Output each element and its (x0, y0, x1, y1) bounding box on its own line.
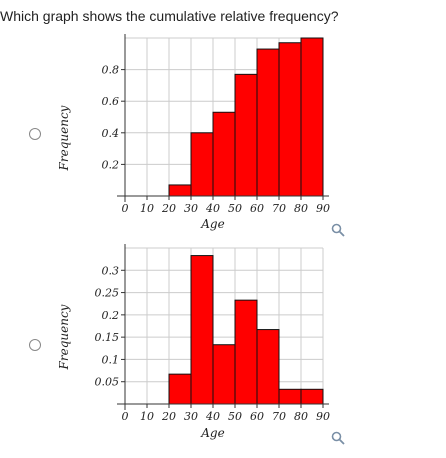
histogram-bar (190, 255, 214, 405)
zoom-icon-a[interactable] (331, 222, 345, 241)
x-tick-label: 90 (316, 202, 330, 215)
x-tick-label: 90 (316, 410, 330, 423)
cumulative-histogram-option-a: 0.2 0.4 0.6 0.8 0 10 20 30 40 50 60 70 80 90 Age Freque… (0, 30, 446, 240)
x-tick-label: 0 (122, 202, 129, 215)
y-tick-label: 0.8 (102, 64, 120, 77)
y-tick-label: 0.2 (102, 158, 120, 171)
x-axis-label: Age (200, 217, 224, 231)
x-tick-label: 20 (161, 202, 176, 215)
histogram-bar (256, 48, 280, 197)
y-tick-label: 0.1 (102, 353, 120, 366)
x-tick-label: 10 (140, 410, 154, 423)
chart-a-svg: 0.2 0.4 0.6 0.8 0 10 20 30 40 50 60 70 80 90 Age Freque… (57, 34, 330, 231)
question-text: Which graph shows the cumulative relativ… (0, 8, 339, 24)
x-tick-label: 30 (184, 202, 198, 215)
x-tick-label: 30 (184, 410, 198, 423)
x-tick-label: 80 (294, 202, 308, 215)
histogram-bar (278, 42, 302, 197)
histogram-bar (300, 388, 324, 405)
y-tick-label: 0.4 (102, 127, 120, 140)
x-tick-label: 40 (205, 410, 220, 423)
x-tick-label: 50 (228, 410, 242, 423)
histogram-bar (278, 388, 302, 405)
histogram-bar (234, 299, 258, 405)
x-tick-label: 50 (228, 202, 242, 215)
chart-b-svg: 0.05 0.1 0.15 0.2 0.25 0.3 0 10 20 30 40 50 60 70 80 90… (57, 244, 330, 440)
x-tick-label: 10 (140, 202, 154, 215)
histogram-bar (212, 111, 236, 197)
histogram-bar (190, 132, 214, 197)
y-tick-label: 0.05 (95, 376, 120, 389)
x-tick-label: 60 (250, 410, 264, 423)
x-tick-label: 80 (294, 410, 308, 423)
option-b-radio[interactable] (29, 339, 41, 351)
y-tick-label: 0.25 (95, 287, 120, 300)
x-tick-label: 70 (272, 202, 286, 215)
relative-frequency-histogram-option-b: 0.05 0.1 0.15 0.2 0.25 0.3 0 10 20 30 40 50 60 70 80 90… (0, 240, 446, 452)
x-tick-label: 40 (205, 202, 220, 215)
y-tick-label: 0.3 (102, 264, 120, 277)
y-tick-label: 0.15 (95, 331, 120, 344)
x-tick-label: 0 (122, 410, 129, 423)
histogram-bar (168, 373, 192, 405)
histogram-bar (300, 37, 324, 197)
y-tick-label: 0.2 (102, 309, 120, 322)
y-axis-label: Frequency (57, 105, 71, 171)
histogram-bar (212, 344, 236, 405)
x-tick-label: 60 (250, 202, 264, 215)
x-tick-label: 70 (272, 410, 286, 423)
histogram-bar (168, 184, 192, 197)
x-tick-label: 20 (161, 410, 176, 423)
histogram-bar (256, 329, 280, 405)
y-axis-label: Frequency (57, 304, 71, 370)
x-axis-label: Age (200, 426, 224, 440)
option-a-radio[interactable] (29, 128, 41, 140)
y-tick-label: 0.6 (102, 95, 120, 108)
magnifier-icon (331, 223, 345, 237)
magnifier-icon (331, 431, 345, 445)
zoom-icon-b[interactable] (331, 430, 345, 449)
histogram-bar (234, 73, 258, 197)
